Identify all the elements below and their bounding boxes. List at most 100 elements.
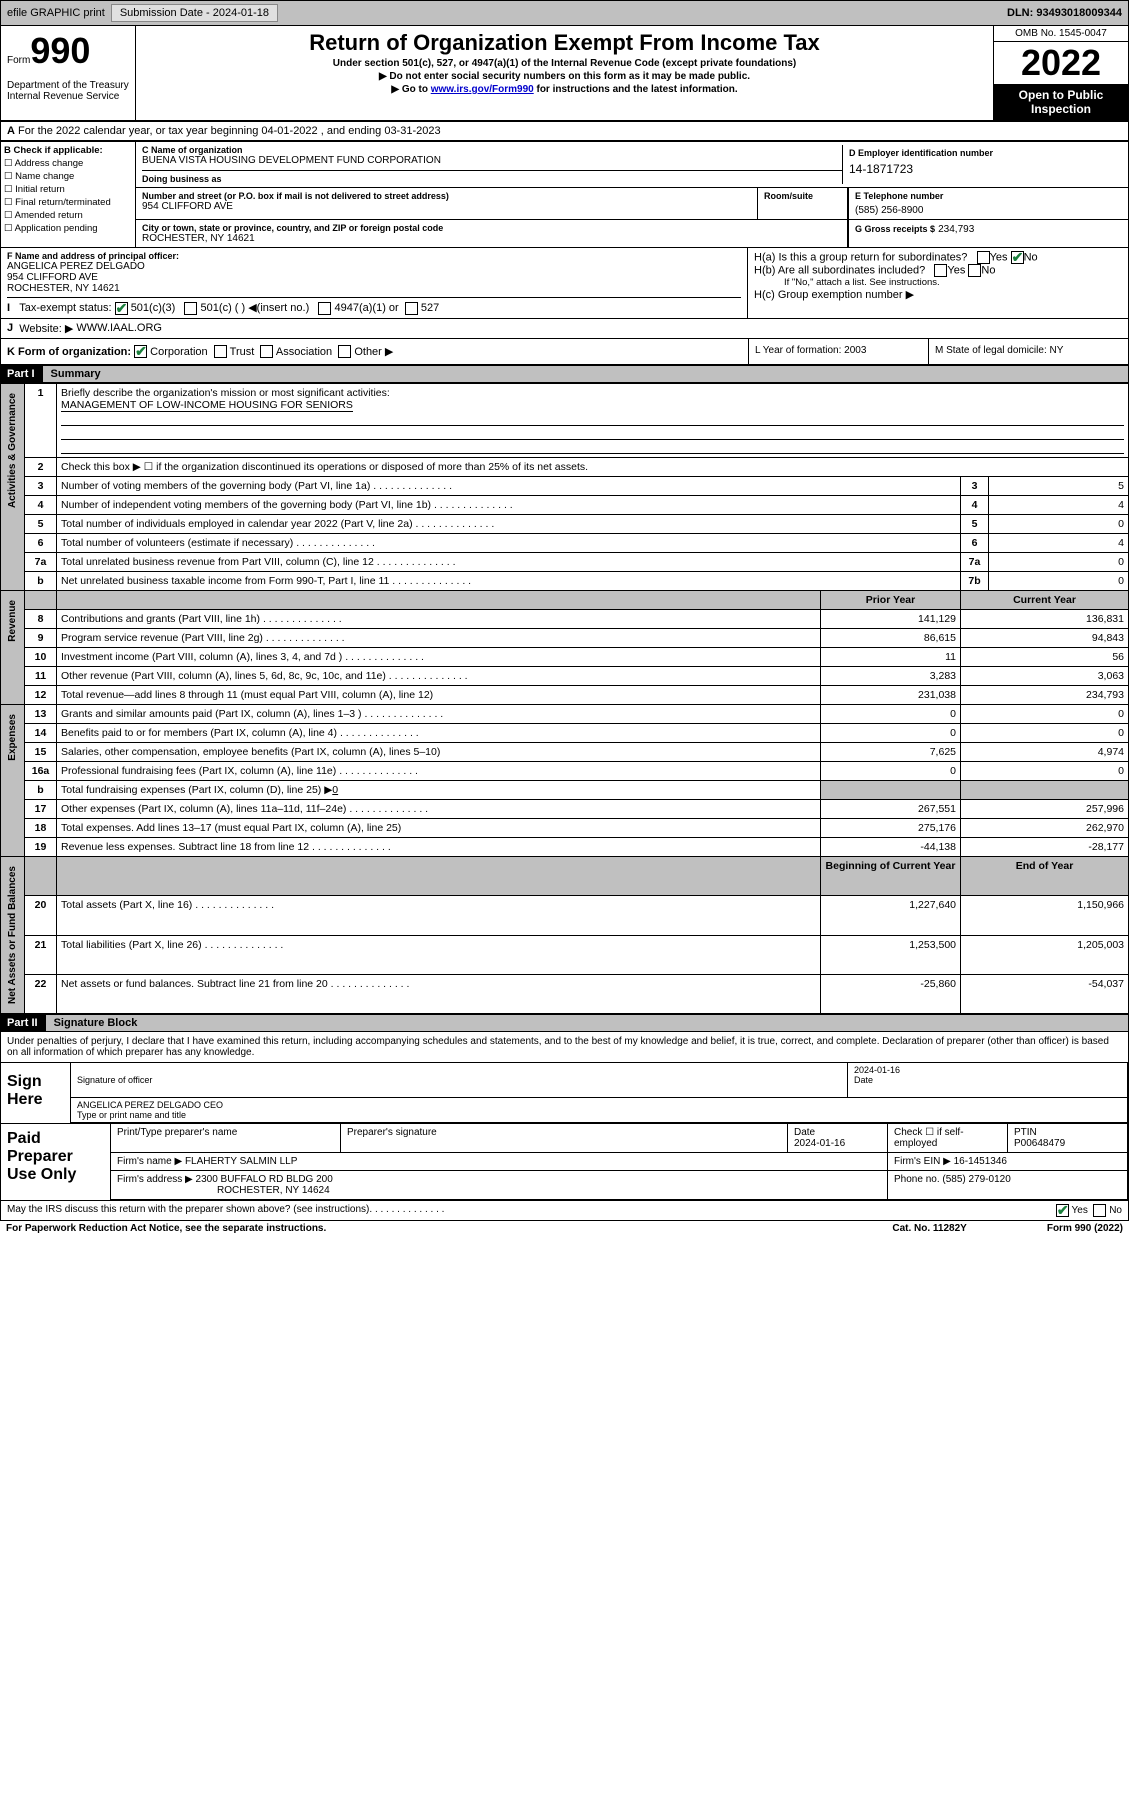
row-f-h: F Name and address of principal officer:… xyxy=(0,248,1129,319)
opt-assoc: Association xyxy=(276,346,332,358)
submission-btn[interactable]: Submission Date - 2024-01-18 xyxy=(111,4,278,22)
l4: Number of independent voting members of … xyxy=(61,499,431,511)
date-lbl: Date xyxy=(854,1075,873,1085)
p20: 1,227,640 xyxy=(821,896,961,935)
entity-block: B Check if applicable: ☐ Address change … xyxy=(0,141,1129,248)
phone: (585) 256-8900 xyxy=(855,205,1122,216)
opt-corp: Corporation xyxy=(150,346,207,358)
year-formation: L Year of formation: 2003 xyxy=(748,339,928,365)
part1-title: Summary xyxy=(42,365,1129,383)
paperwork: For Paperwork Reduction Act Notice, see … xyxy=(6,1223,326,1234)
col-c: C Name of organization BUENA VISTA HOUSI… xyxy=(136,142,1128,247)
hb-no xyxy=(968,264,981,277)
p12: 231,038 xyxy=(821,686,961,705)
header: Form990 Department of the Treasury Inter… xyxy=(0,26,1129,121)
officer: ANGELICA PEREZ DELGADO CEO xyxy=(77,1100,223,1110)
vtab-net: Net Assets or Fund Balances xyxy=(5,860,20,1010)
dln: DLN: 93493018009344 xyxy=(1007,7,1122,19)
hdr-prior: Prior Year xyxy=(821,591,961,610)
p14: 0 xyxy=(821,724,961,743)
may-discuss: May the IRS discuss this return with the… xyxy=(7,1204,369,1217)
row-k: K Form of organization: Corporation Trus… xyxy=(0,339,1129,366)
vtab-activities: Activities & Governance xyxy=(5,387,20,514)
chk-527 xyxy=(405,302,418,315)
c15: 4,974 xyxy=(961,743,1129,762)
c14: 0 xyxy=(961,724,1129,743)
l20: Total assets (Part X, line 16) xyxy=(61,899,192,911)
sig-lbl: Signature of officer xyxy=(77,1075,152,1085)
line-a: A For the 2022 calendar year, or tax yea… xyxy=(0,121,1129,141)
ha-yes xyxy=(977,251,990,264)
hdr-curr: Current Year xyxy=(961,591,1129,610)
city-lbl: City or town, state or province, country… xyxy=(142,223,841,233)
top-bar: efile GRAPHIC print Submission Date - 20… xyxy=(0,0,1129,26)
opt-4947: 4947(a)(1) or xyxy=(335,302,399,314)
l19: Revenue less expenses. Subtract line 18 … xyxy=(61,841,309,853)
part2-header: Part II Signature Block xyxy=(0,1014,1129,1032)
sign-here-lbl: Sign Here xyxy=(1,1063,71,1123)
opt-501c: 501(c) ( ) ◀(insert no.) xyxy=(201,302,310,314)
k-lbl: K Form of organization: xyxy=(7,346,131,358)
v6: 4 xyxy=(989,534,1129,553)
l1: Briefly describe the organization's miss… xyxy=(61,387,390,399)
chk-501c3 xyxy=(115,302,128,315)
hc: H(c) Group exemption number ▶ xyxy=(754,288,1122,301)
c18: 262,970 xyxy=(961,819,1129,838)
part2-lbl: Part II xyxy=(0,1014,45,1032)
v4: 4 xyxy=(989,496,1129,515)
chk-initial: Initial return xyxy=(15,184,65,195)
opt-527: 527 xyxy=(421,302,439,314)
vtab-expenses: Expenses xyxy=(5,708,20,767)
l14: Benefits paid to or for members (Part IX… xyxy=(61,727,337,739)
p17: 267,551 xyxy=(821,800,961,819)
may-discuss-row: May the IRS discuss this return with the… xyxy=(0,1201,1129,1221)
j-lbl: Website: ▶ xyxy=(19,322,73,335)
addr: 954 CLIFFORD AVE xyxy=(142,201,751,212)
l21: Total liabilities (Part X, line 26) xyxy=(61,939,202,951)
form-990: 990 xyxy=(30,30,90,71)
sub3-post: for instructions and the latest informat… xyxy=(534,84,738,95)
discuss-yes xyxy=(1056,1204,1069,1217)
p10: 11 xyxy=(821,648,961,667)
l3: Number of voting members of the governin… xyxy=(61,480,370,492)
f-name: ANGELICA PEREZ DELGADO xyxy=(7,261,741,272)
open-public: Open to Public Inspection xyxy=(994,84,1128,120)
state-domicile: M State of legal domicile: NY xyxy=(928,339,1128,365)
declare: Under penalties of perjury, I declare th… xyxy=(1,1032,1128,1063)
dept: Department of the Treasury Internal Reve… xyxy=(7,72,129,102)
sub1: Under section 501(c), 527, or 4947(a)(1)… xyxy=(140,58,989,69)
ein: 14-1871723 xyxy=(849,162,1116,176)
v7b: 0 xyxy=(989,572,1129,591)
row-j: J Website: ▶ WWW.IAAL.ORG xyxy=(0,319,1129,339)
l16a: Professional fundraising fees (Part IX, … xyxy=(61,765,336,777)
omb: OMB No. 1545-0047 xyxy=(994,26,1128,42)
l18: Total expenses. Add lines 13–17 (must eq… xyxy=(61,822,401,834)
firm-name-lbl: Firm's name ▶ xyxy=(117,1156,182,1167)
ha: H(a) Is this a group return for subordin… xyxy=(754,251,967,263)
p18: 275,176 xyxy=(821,819,961,838)
ein-lbl: D Employer identification number xyxy=(849,148,1116,158)
self-emp: Check ☐ if self-employed xyxy=(888,1124,1008,1152)
website: WWW.IAAL.ORG xyxy=(76,322,162,335)
firm-phone-lbl: Phone no. xyxy=(894,1174,940,1185)
f-addr: 954 CLIFFORD AVE xyxy=(7,272,741,283)
p8: 141,129 xyxy=(821,610,961,629)
v3: 5 xyxy=(989,477,1129,496)
irs-link[interactable]: www.irs.gov/Form990 xyxy=(431,84,534,95)
p15: 7,625 xyxy=(821,743,961,762)
sub2: ▶ Do not enter social security numbers o… xyxy=(140,71,989,82)
efile-label: efile GRAPHIC print xyxy=(7,7,105,19)
v5: 0 xyxy=(989,515,1129,534)
l5: Total number of individuals employed in … xyxy=(61,518,413,530)
org-name: BUENA VISTA HOUSING DEVELOPMENT FUND COR… xyxy=(142,155,842,166)
col-b: B Check if applicable: ☐ Address change … xyxy=(1,142,136,247)
ha-no-lbl: No xyxy=(1024,251,1038,263)
gross-lbl: G Gross receipts $ xyxy=(855,224,935,234)
part1-lbl: Part I xyxy=(0,365,42,383)
addr-lbl: Number and street (or P.O. box if mail i… xyxy=(142,191,751,201)
c13: 0 xyxy=(961,705,1129,724)
v7a: 0 xyxy=(989,553,1129,572)
firm-addr: 2300 BUFFALO RD BLDG 200 xyxy=(196,1174,333,1185)
chk-name-change: Name change xyxy=(15,171,74,182)
discuss-no xyxy=(1093,1204,1106,1217)
